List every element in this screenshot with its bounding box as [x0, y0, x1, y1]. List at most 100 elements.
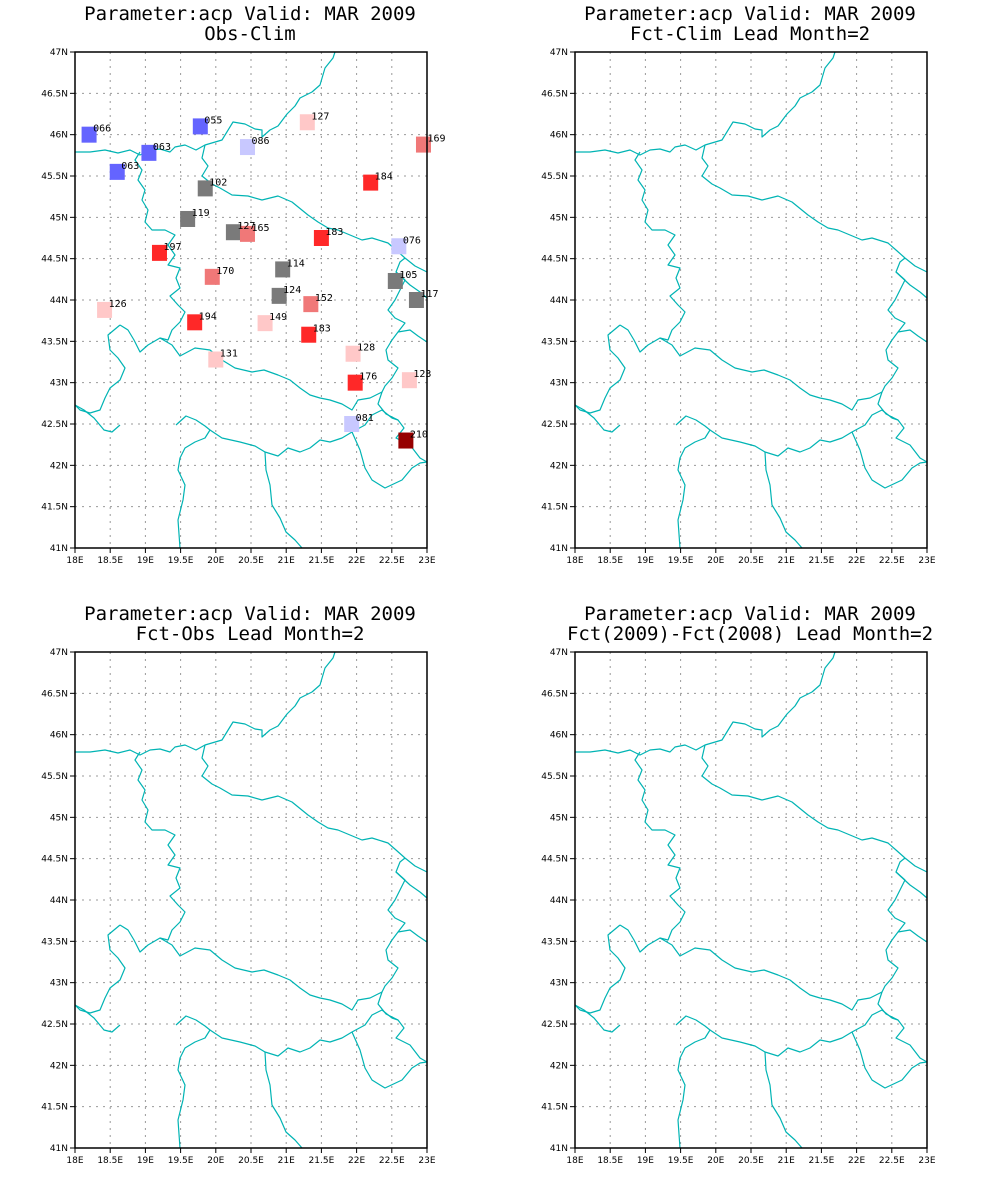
station-label: 124	[283, 285, 301, 296]
border-line	[574, 324, 626, 414]
border-line	[377, 857, 428, 1063]
border-line	[709, 1009, 899, 1057]
border-line	[75, 651, 336, 756]
lat-tick-label: 46.5N	[541, 89, 568, 99]
lat-tick-label: 45.5N	[541, 172, 568, 182]
lat-tick-label: 46.5N	[41, 689, 68, 699]
lat-tick-label: 45N	[50, 213, 68, 223]
lon-tick-label: 23E	[418, 1156, 435, 1166]
station-label: 076	[403, 235, 421, 246]
lon-tick-label: 19E	[637, 1156, 654, 1166]
lon-tick-label: 21.5E	[309, 556, 335, 566]
lat-tick-label: 43N	[50, 379, 68, 389]
lat-tick-label: 44.5N	[541, 855, 568, 865]
lon-tick-label: 21E	[778, 1156, 795, 1166]
border-line	[397, 329, 428, 343]
border-line	[574, 404, 621, 433]
lat-tick-label: 46N	[50, 131, 68, 141]
border-line	[701, 144, 906, 259]
station-label: 176	[359, 372, 377, 383]
station-label: 131	[220, 349, 238, 360]
map-svg: 18E 18.5E 19E 19.5E 20E 20.5E 21E 21.5E 22E 22.5E…	[541, 648, 936, 1166]
border-line	[675, 415, 711, 549]
border-line	[764, 451, 803, 549]
map-svg: 18E 18.5E 19E 19.5E 20E 20.5E 21E 21.5E 22E 22.5E…	[41, 648, 436, 1166]
axis-labels: 18E 18.5E 19E 19.5E 20E 20.5E 21E 21.5E 22E 22.5E…	[41, 48, 436, 566]
lat-tick-label: 44.5N	[41, 855, 68, 865]
station-label: 117	[420, 289, 438, 300]
lat-tick-label: 45.5N	[41, 172, 68, 182]
border-line	[895, 271, 928, 299]
station-marker	[109, 163, 125, 180]
border-line	[74, 324, 126, 414]
lon-tick-label: 19.5E	[168, 556, 194, 566]
station-label: 127	[237, 221, 255, 232]
lat-tick-label: 41.5N	[41, 1103, 68, 1113]
border-line	[159, 937, 383, 1011]
station-marker	[408, 292, 424, 308]
lat-tick-label: 44N	[50, 296, 68, 306]
map-svg: 18E 18.5E 19E 19.5E 20E 20.5E 21E 21.5E 22E 22.5E…	[541, 48, 936, 566]
border-line	[75, 51, 336, 156]
lon-tick-label: 20.5E	[238, 1156, 264, 1166]
lat-tick-label: 45.5N	[41, 772, 68, 782]
station-marker	[301, 326, 317, 343]
station-marker	[208, 351, 224, 368]
map-panel-fct-obs: Parameter:acp Valid: MAR 2009 Fct-Obs Le…	[0, 600, 500, 1200]
border-line	[377, 257, 428, 463]
lat-tick-label: 45N	[550, 213, 568, 223]
lon-tick-label: 22E	[348, 556, 365, 566]
border-line	[119, 151, 186, 353]
border-line	[175, 415, 211, 549]
lat-tick-label: 44.5N	[541, 255, 568, 265]
station-label: 197	[163, 242, 181, 253]
station-label: 114	[287, 258, 305, 269]
lat-tick-label: 47N	[550, 648, 568, 658]
station-label: 194	[199, 311, 217, 322]
lon-tick-label: 21E	[278, 556, 295, 566]
border-line	[201, 144, 406, 259]
lat-tick-label: 42N	[550, 461, 568, 471]
station-label: 149	[269, 312, 287, 323]
station-marker	[299, 114, 315, 131]
station-label: 102	[209, 177, 227, 188]
station-marker	[271, 287, 287, 304]
lat-tick-label: 46.5N	[41, 89, 68, 99]
station-label: 170	[216, 266, 234, 277]
country-borders	[74, 651, 428, 1149]
station-label: 127	[311, 111, 329, 122]
lat-tick-label: 44N	[550, 296, 568, 306]
border-line	[574, 1004, 621, 1033]
panel-title-line2: Fct-Obs Lead Month=2	[135, 623, 365, 645]
border-line	[351, 431, 428, 489]
panel-title-line1: Parameter:acp Valid: MAR 2009	[584, 3, 916, 25]
border-line	[877, 257, 928, 463]
station-label: 119	[192, 208, 210, 219]
border-line	[264, 1051, 303, 1149]
lon-tick-label: 22.5E	[879, 1156, 905, 1166]
lat-tick-label: 41N	[50, 1144, 68, 1154]
station-marker	[398, 432, 414, 449]
grid-lines	[574, 51, 928, 549]
lon-tick-label: 19.5E	[168, 1156, 194, 1166]
country-borders	[74, 51, 428, 549]
station-marker	[387, 272, 403, 289]
lat-tick-label: 47N	[50, 648, 68, 658]
border-line	[209, 409, 399, 457]
station-marker	[239, 139, 255, 156]
border-line	[74, 404, 121, 433]
border-line	[619, 751, 686, 953]
station-label: 183	[313, 324, 331, 335]
lon-tick-label: 18E	[66, 1156, 83, 1166]
lat-tick-label: 44N	[550, 896, 568, 906]
station-marker	[391, 238, 407, 255]
border-line	[395, 871, 428, 899]
lon-tick-label: 20.5E	[738, 556, 764, 566]
lon-tick-label: 20E	[707, 1156, 724, 1166]
lon-tick-label: 21.5E	[809, 1156, 835, 1166]
lat-tick-label: 41.5N	[541, 503, 568, 513]
country-borders	[574, 651, 928, 1149]
station-marker	[141, 144, 157, 161]
lon-tick-label: 18E	[566, 556, 583, 566]
lat-tick-label: 42N	[550, 1061, 568, 1071]
